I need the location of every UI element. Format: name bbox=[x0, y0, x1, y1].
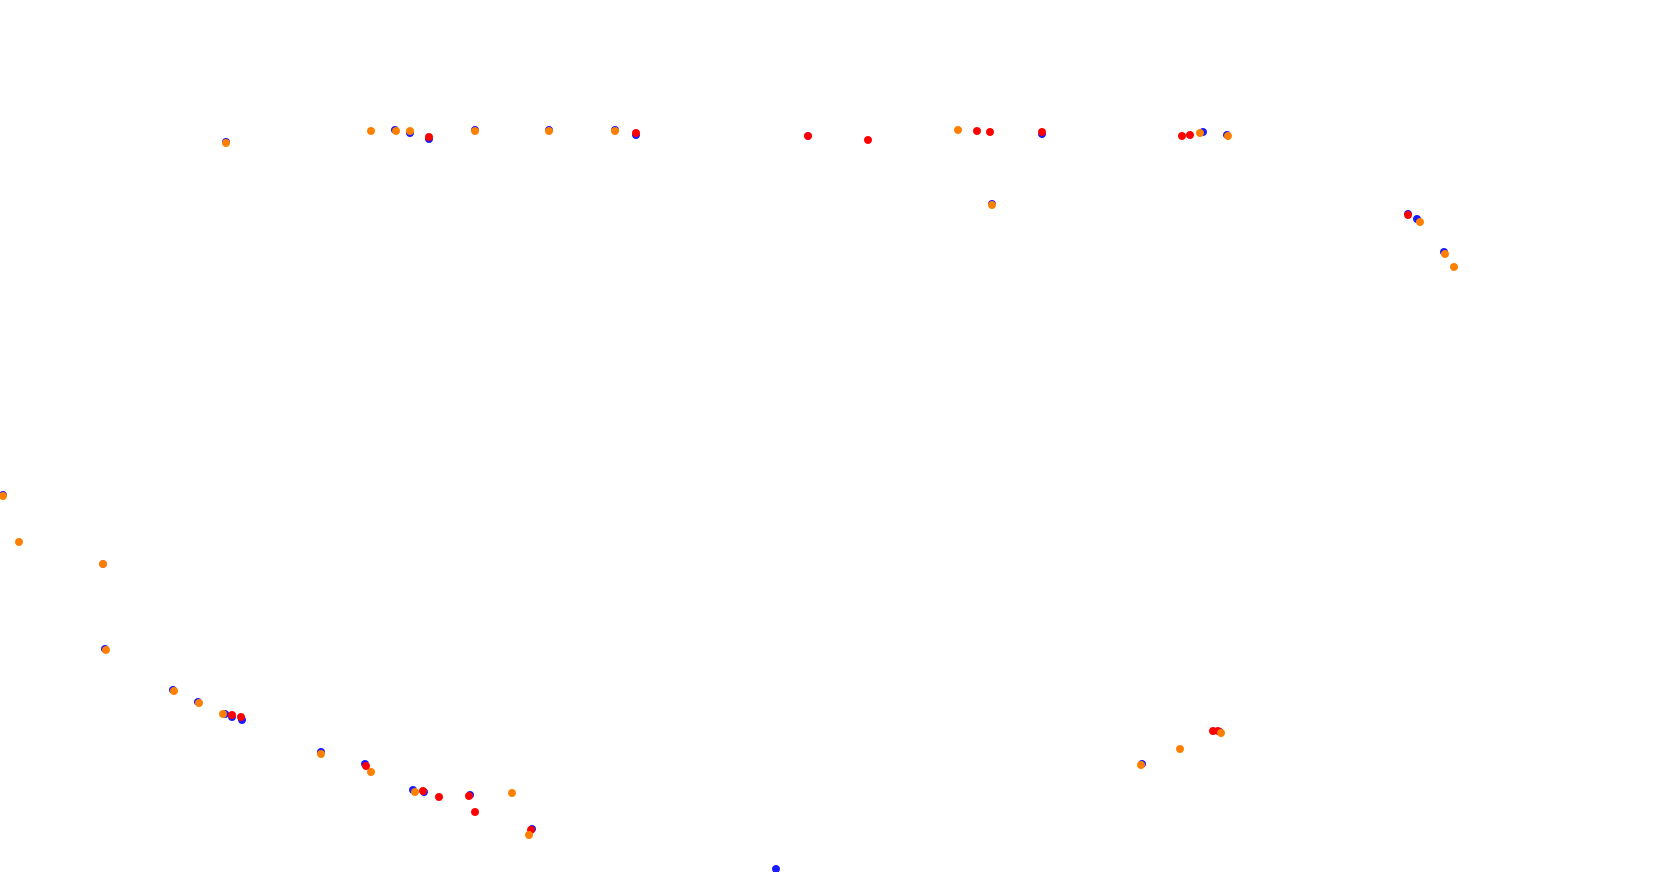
data-point bbox=[1416, 218, 1424, 226]
data-point bbox=[465, 792, 473, 800]
data-point bbox=[545, 127, 553, 135]
data-point bbox=[1196, 129, 1204, 137]
data-point bbox=[219, 710, 227, 718]
data-point bbox=[237, 713, 245, 721]
data-point bbox=[1224, 132, 1232, 140]
data-point bbox=[772, 865, 780, 872]
data-point bbox=[392, 127, 400, 135]
series-0 bbox=[0, 126, 1448, 872]
data-point bbox=[1404, 211, 1412, 219]
data-point bbox=[1186, 131, 1194, 139]
data-point bbox=[986, 128, 994, 136]
data-point bbox=[406, 127, 414, 135]
data-point bbox=[1038, 128, 1046, 136]
data-point bbox=[419, 787, 427, 795]
data-point bbox=[954, 126, 962, 134]
series-2 bbox=[0, 126, 1458, 839]
data-point bbox=[367, 768, 375, 776]
data-point bbox=[471, 127, 479, 135]
data-point bbox=[988, 201, 996, 209]
data-point bbox=[973, 127, 981, 135]
data-point bbox=[611, 127, 619, 135]
data-point bbox=[102, 646, 110, 654]
data-point bbox=[425, 133, 433, 141]
data-point bbox=[228, 711, 236, 719]
data-point bbox=[471, 808, 479, 816]
data-point bbox=[362, 762, 370, 770]
data-point bbox=[411, 788, 419, 796]
data-point bbox=[804, 132, 812, 140]
series-1 bbox=[228, 127, 1412, 834]
data-point bbox=[508, 789, 516, 797]
data-point bbox=[0, 492, 7, 500]
data-point bbox=[222, 139, 230, 147]
data-point bbox=[1450, 263, 1458, 271]
data-point bbox=[317, 750, 325, 758]
series-layer bbox=[0, 126, 1458, 872]
data-point bbox=[1217, 729, 1225, 737]
data-point bbox=[435, 793, 443, 801]
data-point bbox=[1137, 761, 1145, 769]
data-point bbox=[525, 831, 533, 839]
data-point bbox=[15, 538, 23, 546]
data-point bbox=[632, 129, 640, 137]
data-point bbox=[195, 699, 203, 707]
data-point bbox=[1176, 745, 1184, 753]
data-point bbox=[1178, 132, 1186, 140]
data-point bbox=[99, 560, 107, 568]
data-point bbox=[1441, 250, 1449, 258]
data-point bbox=[367, 127, 375, 135]
data-point bbox=[864, 136, 872, 144]
data-point bbox=[170, 687, 178, 695]
